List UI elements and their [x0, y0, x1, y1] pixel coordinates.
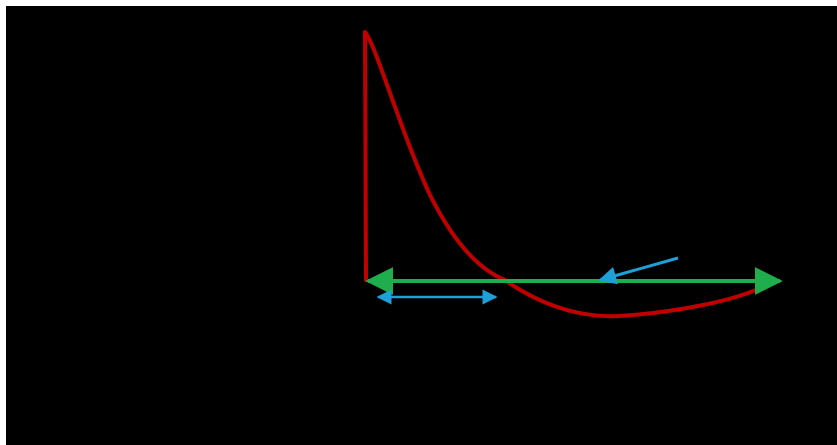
black-panel [6, 6, 837, 445]
pointer-arrow [598, 256, 679, 285]
